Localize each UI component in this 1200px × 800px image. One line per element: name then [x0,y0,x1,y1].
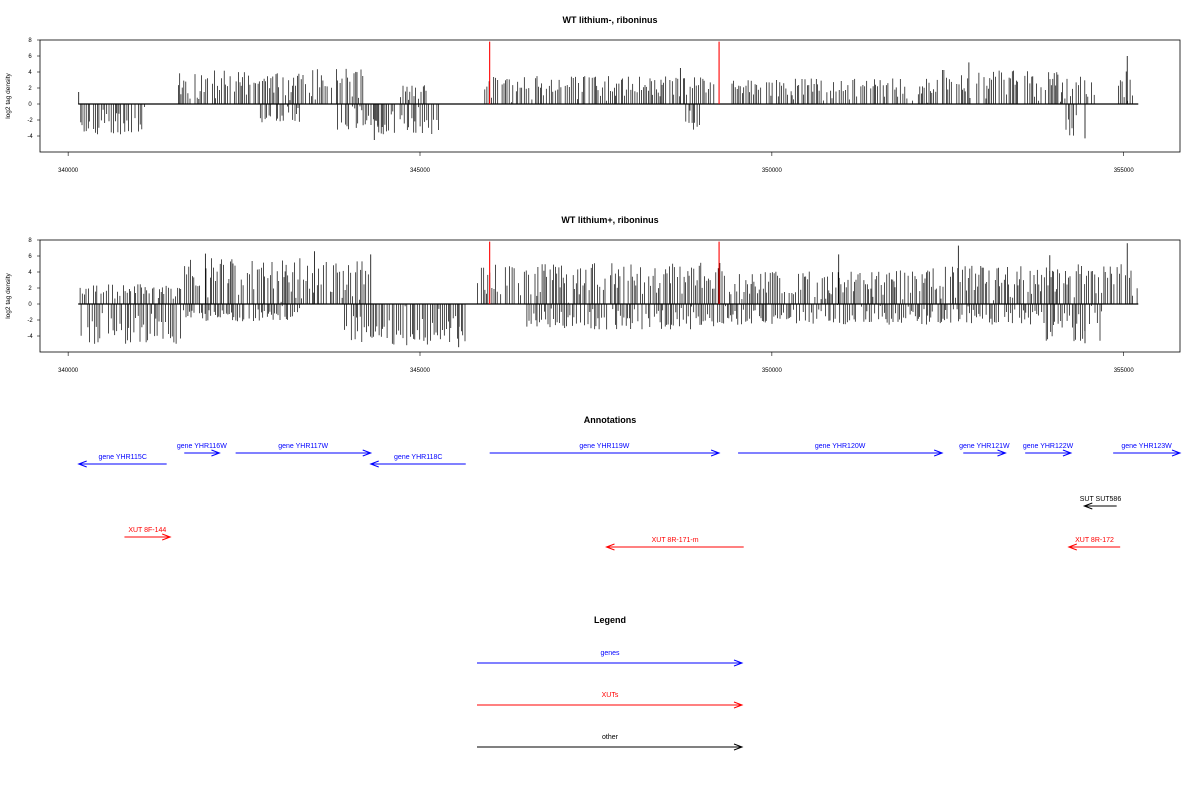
panel-title: WT lithium+, riboninus [561,215,658,225]
feature-gene-yhr117w: gene YHR117W [235,443,373,457]
x-tick-label: 350000 [762,168,783,174]
feature-label: gene YHR116W [177,443,227,450]
feature-label: gene YHR119W [579,443,629,450]
legend-label: XUTs [602,692,619,699]
density-marks [78,41,1139,140]
y-tick-label: 8 [28,38,32,44]
plot-frame [39,239,1181,353]
y-tick-label: -4 [27,334,33,340]
x-tick-label: 355000 [1114,168,1135,174]
feature-label: gene YHR118C [394,454,442,461]
feature-xut-8f-144: XUT 8F-144 [124,527,172,541]
y-tick-label: -4 [27,134,33,140]
x-tick-label: 355000 [1114,368,1135,374]
y-tick-label: 0 [28,302,32,308]
y-tick-label: -2 [27,318,33,324]
feature-gene-yhr119w: gene YHR119W [489,443,721,457]
feature-arrow-head [369,460,379,468]
y-tick-label: 4 [28,270,32,276]
feature-label: gene YHR121W [959,443,1010,450]
feature-arrow-head [362,449,373,457]
y-tick-label: 6 [28,54,32,60]
feature-gene-yhr116w: gene YHR116W [177,443,227,457]
y-tick-label: 6 [28,254,32,260]
feature-arrow-head [1067,543,1077,551]
y-tick-label: 2 [28,86,32,92]
feature-label: XUT 8F-144 [128,527,166,534]
feature-arrow-head [605,543,615,551]
feature-gene-yhr123w: gene YHR123W [1113,443,1182,457]
feature-arrow-head [1082,502,1093,510]
legend-arrow-head [733,743,744,751]
legend-arrow-head [733,659,744,667]
plot-frame [39,39,1181,153]
feature-label: SUT SUT586 [1080,496,1122,503]
legend-title: Legend [594,615,626,625]
feature-sut-sut586: SUT SUT586 [1080,496,1122,510]
y-axis-label: log2 tag density [5,72,12,118]
feature-gene-yhr120w: gene YHR120W [738,443,944,457]
feature-gene-yhr115c: gene YHR115C [77,454,167,468]
feature-gene-yhr121w: gene YHR121W [959,443,1010,457]
feature-xut-8r-171-m: XUT 8R-171-m [605,537,744,551]
panel-title: WT lithium-, riboninus [563,15,658,25]
feature-label: gene YHR117W [278,443,328,450]
feature-label: gene YHR122W [1023,443,1074,450]
feature-arrow-head [1171,449,1182,457]
feature-arrow-head [162,533,172,541]
y-tick-label: 0 [28,102,32,108]
feature-label: XUT 8R-171-m [652,537,699,544]
feature-xut-8r-172: XUT 8R-172 [1067,537,1121,551]
feature-arrow-head [211,449,221,457]
feature-label: gene YHR115C [98,454,146,461]
annotations-title: Annotations [584,415,637,425]
y-tick-label: 2 [28,286,32,292]
legend-item-other: other [477,734,744,751]
axes: -4 -2 0 2 4 6 8 340000 345000 350000 355000 [27,238,1181,374]
x-tick-label: 345000 [410,368,431,374]
feature-gene-yhr118c: gene YHR118C [369,454,466,468]
track-panel-lithium-minus: WT lithium-, riboninus log2 tag density … [5,15,1181,174]
y-axis-label: log2 tag density [5,272,12,318]
feature-arrow-head [1062,449,1073,457]
axes: -4 -2 0 2 4 6 8 340000 345000 350000 355000 [27,38,1181,174]
density-marks [78,241,1139,348]
feature-label: gene YHR120W [815,443,866,450]
y-tick-label: 8 [28,238,32,244]
feature-arrow-head [933,449,944,457]
feature-label: gene YHR123W [1121,443,1172,450]
feature-label: XUT 8R-172 [1075,537,1114,544]
y-tick-label: 4 [28,70,32,76]
x-tick-label: 340000 [58,368,79,374]
feature-arrow-head [710,449,721,457]
x-tick-label: 345000 [410,168,431,174]
legend-label: other [602,734,619,741]
x-tick-label: 340000 [58,168,79,174]
x-tick-label: 350000 [762,368,783,374]
feature-arrow-head [997,449,1007,457]
legend-item-genes: genes [477,650,744,667]
feature-gene-yhr122w: gene YHR122W [1023,443,1074,457]
legend-item-xuts: XUTs [477,692,744,709]
y-tick-label: -2 [27,118,33,124]
track-panel-lithium-plus: WT lithium+, riboninus log2 tag density … [5,215,1181,374]
feature-arrows: gene YHR115C gene YHR116W gene YHR117W gene… [77,443,1182,551]
legend-label: genes [600,650,620,657]
legend-arrow-head [733,701,744,709]
legend-items: genes XUTs other [477,650,744,751]
feature-arrow-head [77,460,87,468]
legend-panel: Legend genes XUTs other [477,615,744,751]
